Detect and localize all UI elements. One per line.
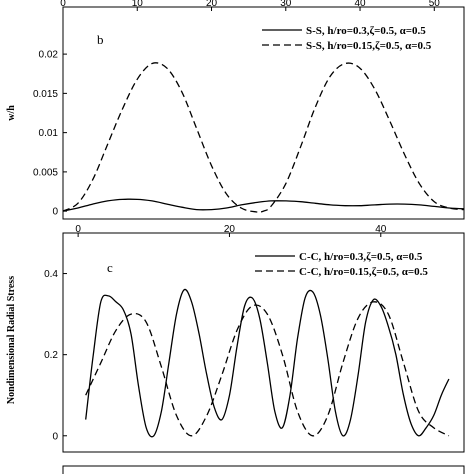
- y-tick-label: 0: [52, 431, 58, 442]
- y-tick-label: 0.01: [39, 128, 59, 139]
- legend-entry-ss-015: S-S, h/ro=0.15,ζ=0.5, α=0.5: [306, 40, 432, 52]
- panel-c-x-ticks: 0 20 40: [75, 224, 387, 237]
- panel-c-y-ticks: 0 0.2 0.4: [44, 269, 67, 442]
- y-tick-label: 0.4: [44, 269, 58, 280]
- x-tick-label: 20: [206, 0, 218, 9]
- panel-c-series: [85, 288, 450, 438]
- panel-b-y-ticks: 0 0.005 0.01 0.015 0.02: [33, 50, 67, 218]
- panel-c-frame: [62, 232, 465, 453]
- panel-c-legend: C-C, h/ro=0.3,ζ=0.5, α=0.5 C-C, h/ro=0.1…: [255, 251, 428, 278]
- x-tick-label: 0: [75, 224, 81, 235]
- y-tick-label: 0.015: [33, 89, 58, 100]
- x-tick-label: 50: [429, 0, 441, 9]
- panel-b: 0 10 20 30 40 50 0 0.005 0.01 0.015 0.02 b w/h S-…: [6, 0, 465, 220]
- series-line-solid: [62, 198, 465, 212]
- y-tick-label: 0.005: [33, 167, 58, 178]
- x-tick-label: 0: [60, 0, 66, 9]
- series-line-solid: [85, 288, 450, 438]
- panel-b-legend: S-S, h/ro=0.3,ζ=0.5, α=0.5 S-S, h/ro=0.1…: [262, 25, 432, 52]
- panel-c-label: c: [107, 260, 113, 275]
- panel-b-x-ticks: 0 10 20 30 40 50: [60, 0, 440, 11]
- panel-b-y-axis-label: w/h: [6, 105, 17, 121]
- y-tick-label: 0.02: [39, 50, 59, 61]
- x-tick-label: 40: [375, 224, 387, 235]
- legend-entry-cc-03: C-C, h/ro=0.3,ζ=0.5, α=0.5: [299, 251, 423, 263]
- panel-d-frame-partial: [62, 465, 465, 474]
- panel-b-label: b: [97, 32, 104, 47]
- x-tick-label: 10: [132, 0, 144, 9]
- x-tick-label: 40: [354, 0, 366, 9]
- x-tick-label: 30: [280, 0, 292, 9]
- panel-b-frame: [62, 6, 465, 220]
- legend-entry-ss-03: S-S, h/ro=0.3,ζ=0.5, α=0.5: [306, 25, 426, 37]
- legend-entry-cc-015: C-C, h/ro=0.15,ζ=0.5, α=0.5: [299, 266, 428, 278]
- series-line-dashed: [62, 62, 465, 213]
- series-line-dashed: [85, 301, 450, 437]
- panel-c: 0 20 40 0 0.2 0.4 c Nondimensional Radial St…: [6, 224, 465, 453]
- panel-c-y-axis-label: Nondimensional Radial Stress: [6, 276, 17, 404]
- x-tick-label: 20: [224, 224, 236, 235]
- panel-b-series: [62, 62, 465, 213]
- y-tick-label: 0: [52, 207, 58, 218]
- y-tick-label: 0.2: [44, 350, 58, 361]
